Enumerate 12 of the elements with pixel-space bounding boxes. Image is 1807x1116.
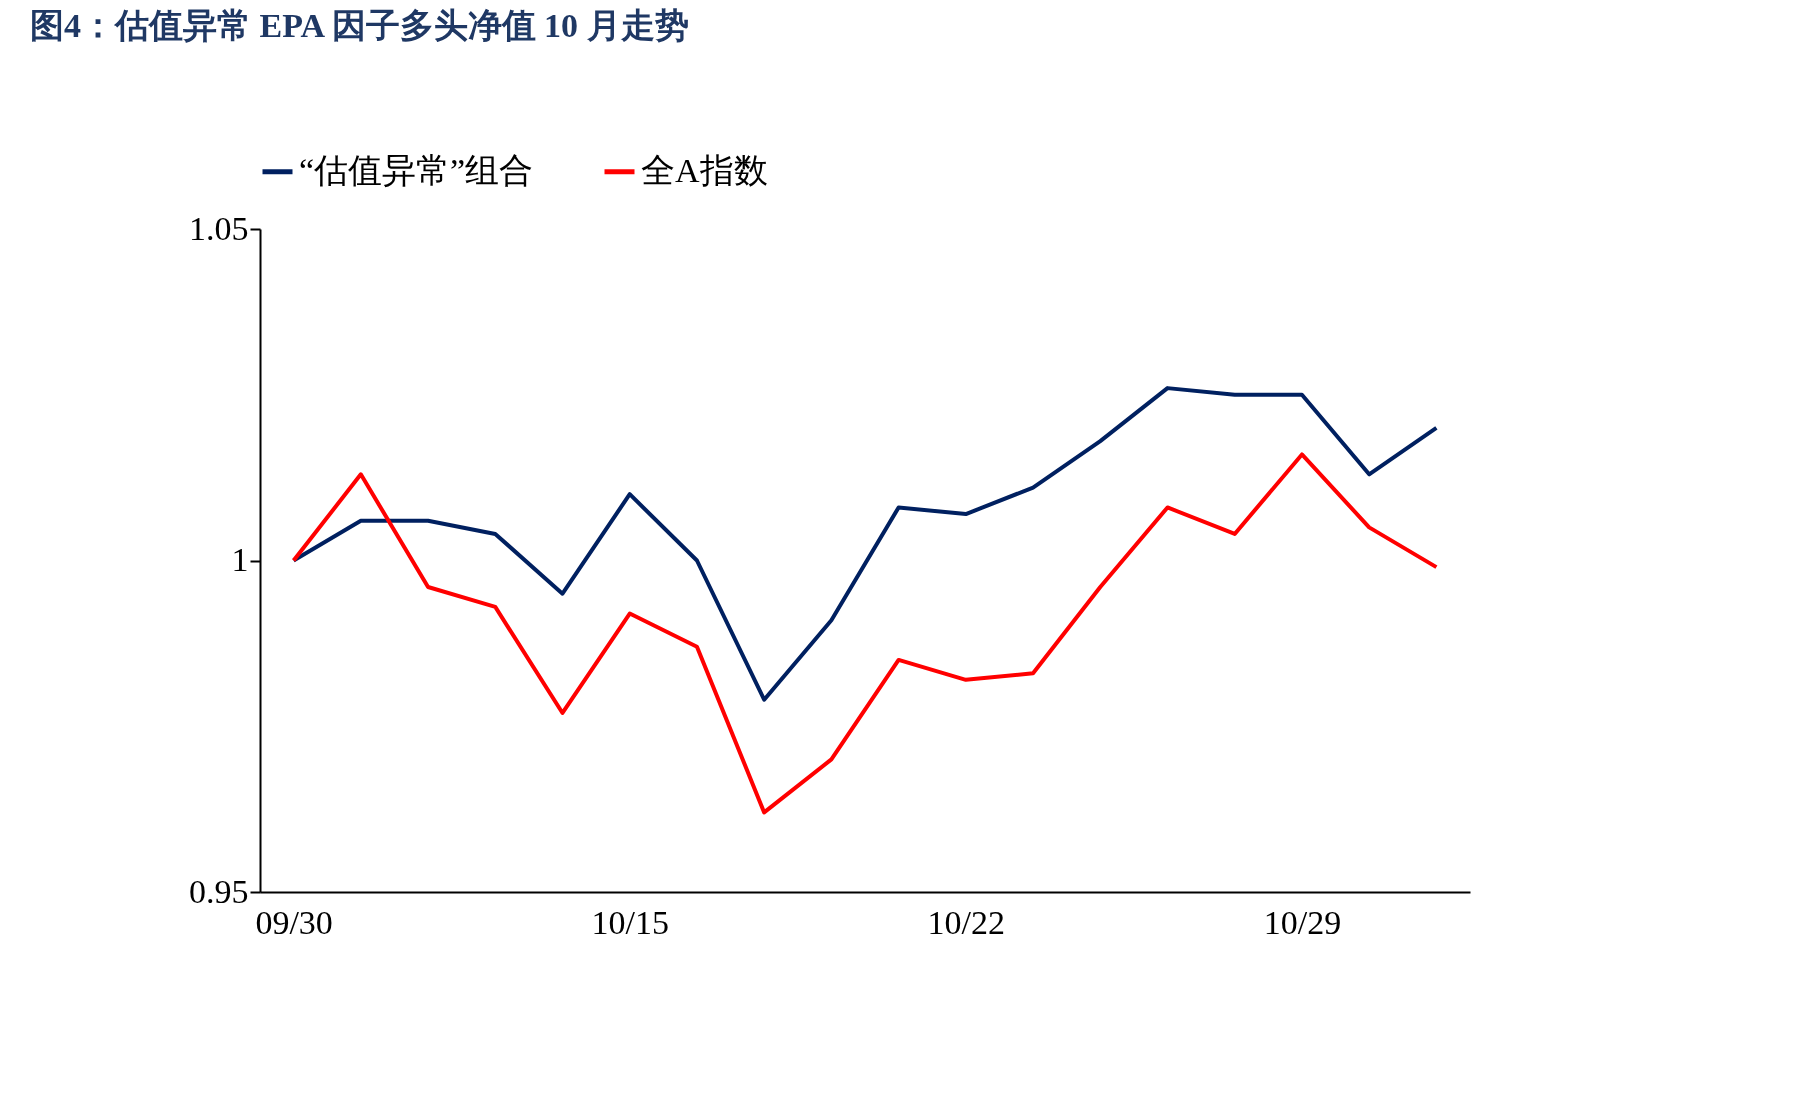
x-tick-label: 09/30: [255, 903, 333, 941]
y-tick-label: 0.95: [189, 872, 249, 910]
x-tick-label: 10/22: [927, 903, 1006, 941]
y-tick-label: 1.05: [189, 209, 249, 247]
y-tick-label: 1: [231, 541, 249, 578]
line-series: [291, 386, 1439, 702]
x-tick-label: 10/29: [1263, 903, 1342, 941]
line-series: [291, 452, 1439, 815]
legend-label: 全A指数: [641, 151, 768, 189]
legend-label: “估值异常”组合: [299, 151, 534, 189]
x-tick-label: 10/15: [591, 903, 669, 941]
chart-title: 图4：估值异常 EPA 因子多头净值 10 月走势: [30, 7, 689, 44]
